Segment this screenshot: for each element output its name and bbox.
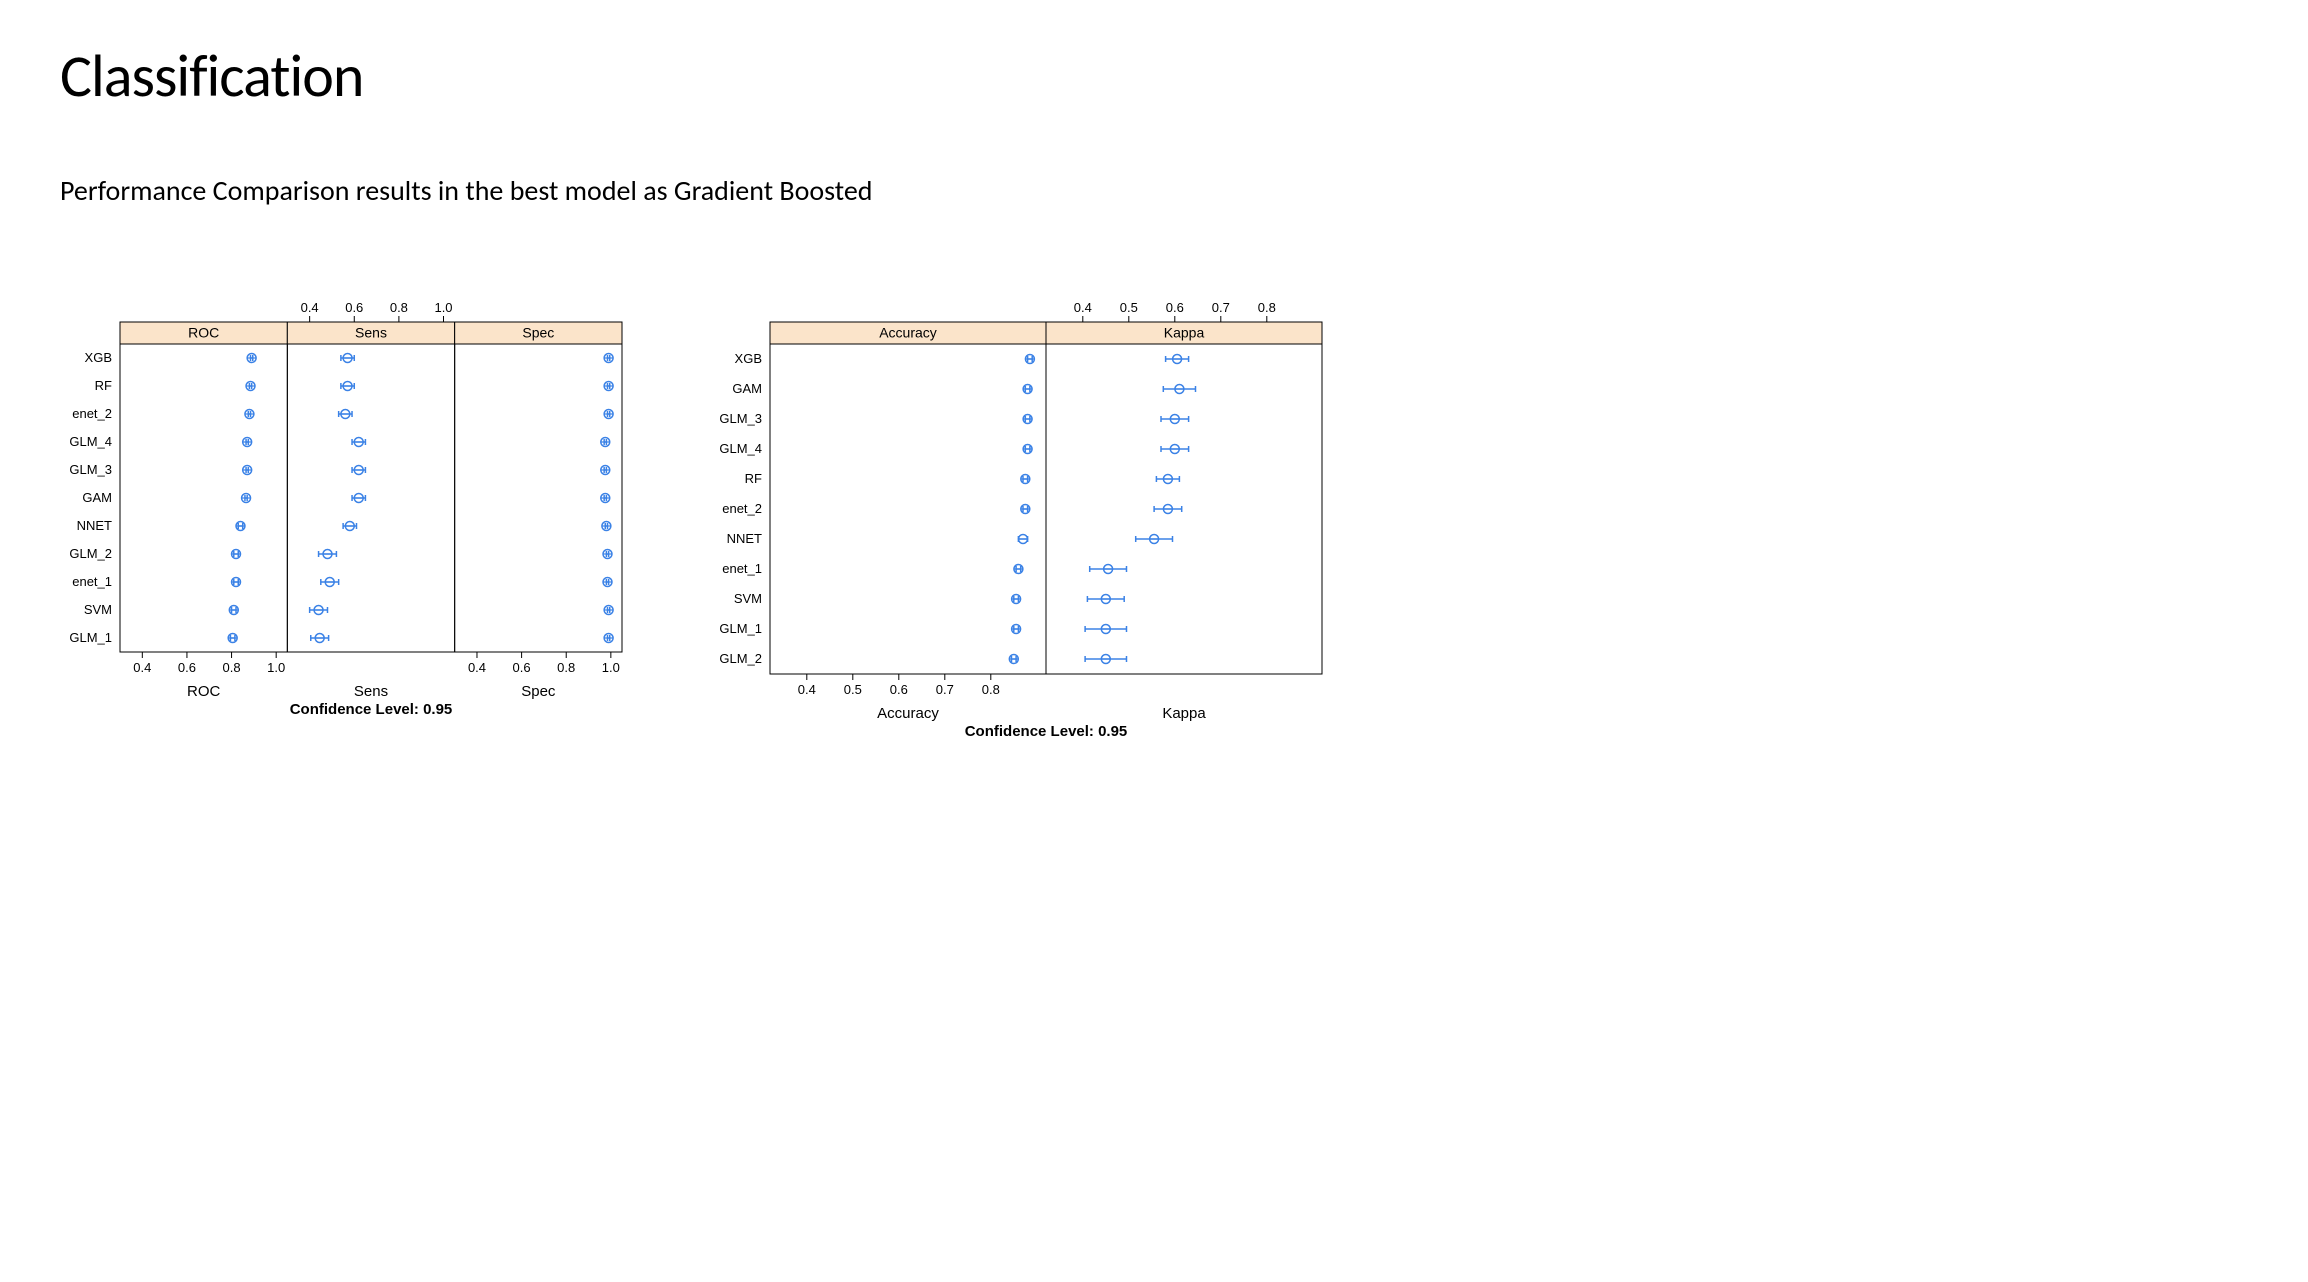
tick-label: 0.6 — [178, 660, 196, 675]
tick-label: 0.8 — [982, 682, 1000, 697]
page-title: Classification — [60, 40, 2248, 113]
model-label: GLM_2 — [719, 651, 762, 666]
model-label: enet_2 — [722, 501, 762, 516]
tick-label: 0.7 — [1212, 300, 1230, 315]
tick-label: 0.4 — [798, 682, 816, 697]
model-label: enet_1 — [72, 574, 112, 589]
axis-label: Sens — [354, 683, 388, 700]
axis-label: ROC — [187, 683, 221, 700]
tick-label: 1.0 — [267, 660, 285, 675]
tick-label: 0.5 — [1120, 300, 1138, 315]
panel-header-label: ROC — [188, 325, 219, 341]
tick-label: 0.4 — [301, 300, 319, 315]
lattice-chart-right: XGB GAM GLM_3 GLM_4 RF enet_2 NNET enet_1 SVM GLM… — [710, 288, 1330, 742]
lattice-chart-left: XGB RF enet_2 GLM_4 GLM_3 GAM NNET GLM_2 enet_1 S… — [60, 288, 630, 720]
panel-header-label: Accuracy — [879, 325, 937, 341]
model-label: GLM_4 — [69, 434, 112, 449]
tick-label: 1.0 — [434, 300, 452, 315]
model-label: RF — [95, 378, 112, 393]
panel-plot-area — [455, 344, 622, 652]
model-label: NNET — [77, 518, 112, 533]
tick-label: 0.4 — [1074, 300, 1092, 315]
tick-label: 0.7 — [936, 682, 954, 697]
model-label: GAM — [82, 490, 112, 505]
tick-label: 0.4 — [468, 660, 486, 675]
panel-header-label: Kappa — [1164, 325, 1205, 341]
panel-plot-area — [120, 344, 287, 652]
tick-label: 0.4 — [133, 660, 151, 675]
model-label: GLM_3 — [69, 462, 112, 477]
tick-label: 0.8 — [1258, 300, 1276, 315]
tick-label: 0.6 — [513, 660, 531, 675]
charts-container: XGB RF enet_2 GLM_4 GLM_3 GAM NNET GLM_2 enet_1 S… — [60, 288, 2248, 742]
tick-label: 0.5 — [844, 682, 862, 697]
model-label: GLM_3 — [719, 411, 762, 426]
confidence-label: Confidence Level: 0.95 — [290, 701, 453, 718]
tick-label: 1.0 — [602, 660, 620, 675]
tick-label: 0.6 — [345, 300, 363, 315]
model-label: NNET — [727, 531, 762, 546]
panel-header-label: Sens — [355, 325, 387, 341]
tick-label: 0.6 — [1166, 300, 1184, 315]
model-label: GLM_2 — [69, 546, 112, 561]
axis-label: Kappa — [1162, 705, 1206, 722]
panel-plot-area — [287, 344, 454, 652]
panel-plot-area — [1046, 344, 1322, 674]
axis-label: Accuracy — [877, 705, 939, 722]
tick-label: 0.8 — [223, 660, 241, 675]
model-label: XGB — [735, 351, 762, 366]
tick-label: 0.6 — [890, 682, 908, 697]
model-label: GAM — [732, 381, 762, 396]
panel-header-label: Spec — [522, 325, 554, 341]
model-label: SVM — [734, 591, 762, 606]
model-label: XGB — [85, 350, 112, 365]
model-label: RF — [745, 471, 762, 486]
model-label: GLM_1 — [69, 630, 112, 645]
tick-label: 0.8 — [557, 660, 575, 675]
tick-label: 0.8 — [390, 300, 408, 315]
model-label: enet_1 — [722, 561, 762, 576]
page-subtitle: Performance Comparison results in the be… — [60, 173, 2248, 208]
model-label: GLM_1 — [719, 621, 762, 636]
confidence-label: Confidence Level: 0.95 — [965, 723, 1128, 740]
model-label: enet_2 — [72, 406, 112, 421]
panel-plot-area — [770, 344, 1046, 674]
model-label: SVM — [84, 602, 112, 617]
model-label: GLM_4 — [719, 441, 762, 456]
axis-label: Spec — [521, 683, 556, 700]
